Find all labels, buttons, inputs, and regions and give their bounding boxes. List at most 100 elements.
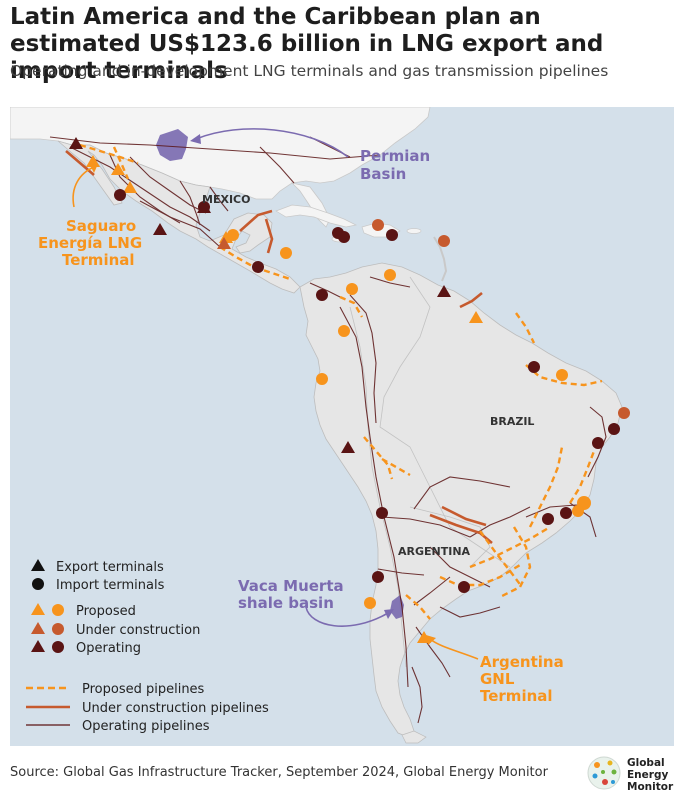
legend-export-icon: [31, 559, 45, 571]
legend-operating-triangle: [31, 640, 45, 652]
tierra-del-fuego: [401, 730, 427, 744]
legend-import-icon: [32, 578, 44, 590]
legend-operating-circle: [52, 641, 64, 653]
legend-under-construction-circle: [52, 623, 64, 635]
logo-word-2: Energy: [627, 769, 669, 781]
permian-line-1: Permian: [360, 147, 430, 165]
proposed-import-marker: [338, 325, 350, 337]
legend-proposed-label: Proposed: [76, 604, 136, 619]
operating-import-marker: [198, 201, 210, 213]
saguaro-line-2: Energía LNG: [38, 234, 142, 252]
proposed-import-marker: [364, 597, 376, 609]
under-construction-import-marker: [372, 219, 384, 231]
vaca-muerta-callout: Vaca Muerta shale basin: [238, 577, 344, 612]
saguaro-arrowhead: [90, 164, 98, 173]
operating-import-marker: [316, 289, 328, 301]
legend-operating-label: Operating: [76, 641, 141, 656]
logo-word-1: Global: [627, 757, 665, 769]
globe-icon: [587, 756, 621, 790]
argentina-gnl-line-3: Terminal: [480, 687, 553, 705]
permian-arrow: [195, 128, 349, 158]
operating-import-marker: [528, 361, 540, 373]
saguaro-callout: Saguaro Energía LNG Terminal: [38, 217, 142, 269]
operating-import-marker: [592, 437, 604, 449]
legend-under-construction-pipelines-label: Under construction pipelines: [82, 701, 269, 716]
legend-export-label: Export terminals: [56, 560, 164, 575]
operating-import-marker: [372, 571, 384, 583]
permian-basin: [156, 129, 188, 161]
vaca-muerta-arrowhead: [384, 609, 394, 619]
vaca-muerta-arrow: [305, 606, 389, 627]
logo-word-3: Monitor: [627, 781, 674, 793]
south-america-land: [299, 262, 623, 738]
operating-import-marker: [114, 189, 126, 201]
legend-proposed-circle: [52, 604, 64, 616]
under-construction-export-marker: [217, 237, 231, 249]
operating-import-marker: [458, 581, 470, 593]
lesser-antilles: [433, 236, 448, 282]
argentina-gnl-arrowhead: [426, 635, 436, 645]
legend-operating-pipelines-label: Operating pipelines: [82, 719, 210, 734]
proposed-export-marker: [111, 163, 125, 175]
permian-line-2: Basin: [360, 165, 406, 183]
map: MEXICO BRAZIL ARGENTINA Permian Basin Sa…: [10, 107, 674, 746]
operating-export-marker: [69, 137, 83, 149]
legend-import-label: Import terminals: [56, 578, 165, 593]
proposed-import-marker: [280, 247, 292, 259]
gem-logo: Global Energy Monitor: [585, 752, 680, 798]
saguaro-line-3: Terminal: [62, 251, 135, 269]
mexico-label: MEXICO: [202, 193, 250, 206]
proposed-export-marker: [86, 155, 100, 167]
under-construction-import-marker: [438, 235, 450, 247]
operating-import-marker: [386, 229, 398, 241]
vaca-muerta-line-2: shale basin: [238, 594, 334, 612]
operating-import-marker: [542, 513, 554, 525]
proposed-import-marker: [572, 505, 584, 517]
argentina-label: ARGENTINA: [398, 545, 471, 558]
operating-import-marker: [252, 261, 264, 273]
legend-proposed-pipelines-label: Proposed pipelines: [82, 682, 205, 697]
legend-proposed-triangle: [31, 603, 45, 615]
cuba-land: [275, 204, 358, 228]
argentina-gnl-callout: Argentina GNL Terminal: [480, 653, 564, 705]
proposed-import-marker: [316, 373, 328, 385]
operating-import-marker: [560, 507, 572, 519]
proposed-import-marker: [556, 369, 568, 381]
saguaro-line-1: Saguaro: [66, 217, 136, 235]
proposed-terminals: [86, 155, 591, 643]
page-subtitle: Operating and in-development LNG termina…: [10, 62, 609, 80]
operating-import-marker: [608, 423, 620, 435]
source-note: Source: Global Gas Infrastructure Tracke…: [10, 765, 548, 780]
under-construction-pipelines: [65, 150, 493, 544]
proposed-export-marker: [123, 181, 137, 193]
operating-export-marker: [341, 441, 355, 453]
operating-import-marker: [376, 507, 388, 519]
brazil-label: BRAZIL: [490, 415, 534, 428]
legend: Export terminals Import terminals Propos…: [26, 559, 269, 734]
proposed-export-marker: [469, 311, 483, 323]
logo-wordmark: Global Energy Monitor: [627, 757, 673, 793]
proposed-import-marker: [227, 229, 239, 241]
vaca-muerta-line-1: Vaca Muerta: [238, 577, 344, 595]
under-construction-import-marker: [618, 407, 630, 419]
argentina-gnl-line-2: GNL: [480, 670, 515, 688]
argentina-gnl-arrow: [429, 638, 479, 660]
puerto-rico-land: [406, 228, 422, 234]
operating-import-marker: [338, 231, 350, 243]
saguaro-arrow: [72, 166, 95, 208]
legend-under-construction-label: Under construction: [76, 623, 200, 638]
under-construction-terminals: [217, 219, 630, 419]
brazil-border: [379, 276, 511, 568]
permian-arrowhead: [190, 134, 201, 144]
proposed-import-marker: [346, 283, 358, 295]
proposed-pipelines: [79, 143, 603, 620]
proposed-import-marker: [384, 269, 396, 281]
page-title: Latin America and the Caribbean plan an …: [10, 4, 604, 84]
argentina-gnl-line-1: Argentina: [480, 653, 564, 671]
legend-under-construction-triangle: [31, 622, 45, 634]
operating-export-marker: [153, 223, 167, 235]
operating-export-marker: [437, 285, 451, 297]
argentina-border: [409, 506, 491, 568]
operating-terminals: [69, 137, 620, 593]
permian-callout: Permian Basin: [360, 147, 430, 183]
